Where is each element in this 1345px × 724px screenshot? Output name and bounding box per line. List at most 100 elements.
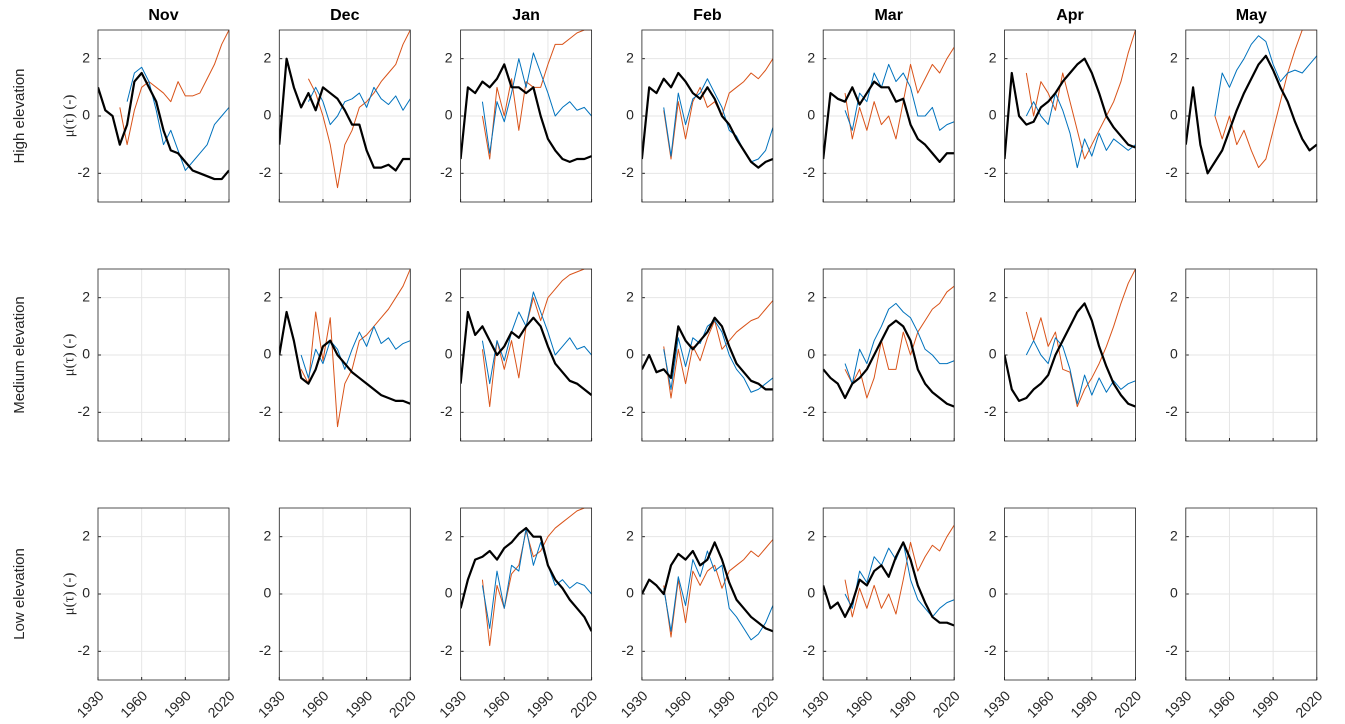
panel-title: Mar <box>874 7 902 24</box>
axes-box <box>1004 268 1136 442</box>
x-tick-label: 1990 <box>1067 687 1100 720</box>
x-tick-label: 2020 <box>748 687 781 720</box>
y-tick-label: 0 <box>626 585 634 601</box>
y-tick-label: 2 <box>807 527 815 543</box>
series-line <box>663 539 773 638</box>
x-tick-label: 1960 <box>117 687 150 720</box>
y-tick-label: -2 <box>803 164 816 180</box>
y-tick-label: -2 <box>78 164 91 180</box>
x-tick-label: 1960 <box>298 687 331 720</box>
x-tick-label: 1990 <box>886 687 919 720</box>
y-tick-label: -2 <box>803 642 816 658</box>
x-tick-label: 1960 <box>480 687 513 720</box>
x-tick-label: 1930 <box>255 687 288 720</box>
y-tick-label: 0 <box>626 346 634 362</box>
series-line <box>1185 54 1317 175</box>
x-tick-label: 1960 <box>661 687 694 720</box>
y-tick-label: -2 <box>78 642 91 658</box>
axes-box <box>1185 268 1318 442</box>
y-tick-label: -2 <box>259 642 272 658</box>
x-tick-label: 1990 <box>1249 687 1282 720</box>
series-line <box>844 46 955 140</box>
y-tick-label: 0 <box>807 107 815 123</box>
series-line <box>300 269 411 428</box>
panel-title: Jan <box>512 7 540 24</box>
axes-box <box>641 29 774 203</box>
x-tick-label: 1990 <box>342 687 375 720</box>
axes-box <box>1004 29 1136 203</box>
y-tick-label: 0 <box>264 585 272 601</box>
panel-title: May <box>1236 7 1267 24</box>
series-line <box>307 30 411 189</box>
row-label: Low elevation <box>11 548 28 640</box>
x-tick-label: 1990 <box>161 687 194 720</box>
series-line <box>1004 57 1136 160</box>
y-tick-label: -2 <box>803 403 816 419</box>
x-tick-label: 1930 <box>799 687 832 720</box>
y-tick-label: 2 <box>445 288 453 304</box>
row-label: Medium elevation <box>11 296 28 414</box>
x-tick-label: 1930 <box>980 687 1013 720</box>
y-tick-label: 0 <box>1170 585 1178 601</box>
y-tick-label: 2 <box>626 527 634 543</box>
panel: -2 0 2 <box>259 268 411 442</box>
x-tick-label: 1990 <box>705 687 738 720</box>
y-tick-label: -2 <box>621 642 634 658</box>
y-tick-label: 2 <box>1170 49 1178 65</box>
series-line <box>279 57 411 172</box>
y-tick-label: -2 <box>1165 403 1178 419</box>
series-line <box>307 86 411 126</box>
series-line <box>481 52 592 154</box>
panel: -2 0 2 1930 1960 1990 2020 <box>980 507 1144 721</box>
y-tick-label: -2 <box>984 403 997 419</box>
panel-title: Feb <box>693 7 722 24</box>
panel-title: Dec <box>330 7 359 24</box>
series-line <box>98 71 229 181</box>
y-tick-label: -2 <box>78 403 91 419</box>
y-tick-label: 0 <box>989 107 997 123</box>
axes-box <box>97 507 230 681</box>
panel: -2 0 2 Dec <box>259 7 411 203</box>
y-tick-label: 2 <box>807 49 815 65</box>
axes-box <box>278 507 411 681</box>
y-tick-label: -2 <box>440 642 453 658</box>
y-tick-label: 2 <box>82 288 90 304</box>
axes-box <box>97 268 230 442</box>
panel: -2 0 2 1930 1960 1990 2020 <box>799 507 963 721</box>
panel: -2 0 2 Feb <box>621 7 774 203</box>
y-tick-label: 0 <box>82 585 90 601</box>
y-tick-label: -2 <box>984 642 997 658</box>
y-tick-label: 0 <box>989 585 997 601</box>
series-line <box>641 71 773 169</box>
y-tick-label: 2 <box>807 288 815 304</box>
series-line <box>481 269 592 408</box>
series-line <box>663 550 773 641</box>
axes-box <box>822 29 955 203</box>
y-tick-label: 2 <box>445 49 453 65</box>
series-line <box>460 526 592 632</box>
y-tick-label: 2 <box>989 49 997 65</box>
y-tick-label: 2 <box>445 527 453 543</box>
axes-box <box>278 268 411 442</box>
y-tick-label: -2 <box>440 164 453 180</box>
panel-title: Nov <box>148 7 178 24</box>
y-tick-label: 0 <box>445 585 453 601</box>
x-tick-label: 1960 <box>1205 687 1238 720</box>
axes-box <box>641 268 774 442</box>
y-tick-label: 2 <box>626 288 634 304</box>
y-tick-label: 2 <box>82 49 90 65</box>
x-tick-label: 2020 <box>1111 687 1144 720</box>
y-tick-label: 2 <box>1170 288 1178 304</box>
x-tick-label: 1960 <box>842 687 875 720</box>
series-line <box>126 66 229 171</box>
y-tick-label: 0 <box>1170 107 1178 123</box>
axes-box <box>460 507 593 681</box>
y-tick-label: 2 <box>264 527 272 543</box>
series-line <box>844 285 955 399</box>
axes-box <box>460 29 593 203</box>
series-line <box>663 320 773 393</box>
y-tick-label: 0 <box>445 107 453 123</box>
y-tick-label: 0 <box>82 346 90 362</box>
series-line <box>1025 337 1136 405</box>
y-tick-label: 2 <box>626 49 634 65</box>
